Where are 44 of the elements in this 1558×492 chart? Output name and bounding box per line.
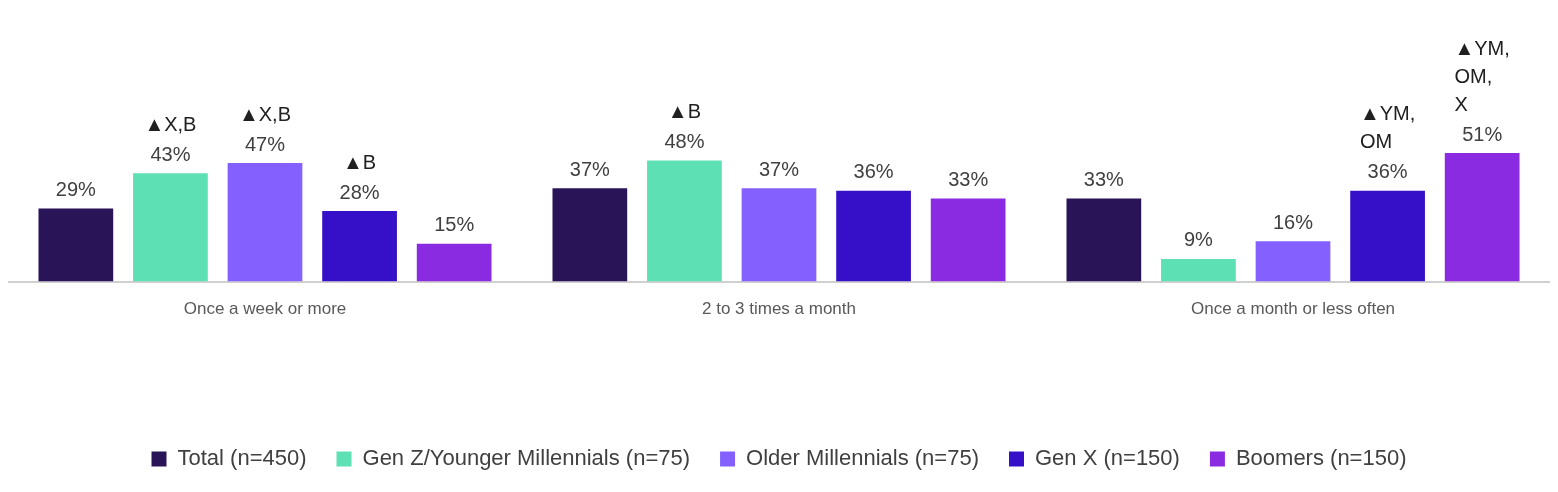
bar [741,188,817,282]
bar [322,211,397,282]
bar [38,208,114,282]
bar [1444,153,1520,282]
data-label: 36% [1367,160,1408,183]
bar [647,160,722,282]
legend-label: Older Millennials (n=75) [746,445,979,471]
bar [416,243,492,282]
bar [1161,258,1236,282]
text: ▲X,B [238,102,292,125]
text: ▲X,B [144,112,197,135]
data-label: 48% [664,130,705,153]
data-label: 37% [758,157,800,180]
data-label: 43% [150,142,191,165]
bar [133,173,208,282]
data-label: 29% [55,177,97,200]
text: ▲B [667,100,701,123]
bar [1066,198,1142,282]
data-label: 33% [948,167,989,190]
legend-label: Boomers (n=150) [1235,445,1407,471]
data-label: 51% [1462,122,1503,145]
bar [1350,190,1425,282]
bar [552,188,628,282]
bar [836,190,911,282]
text: ▲YM, OM [1359,102,1416,153]
text: ▲YM, OM, X [1454,36,1510,115]
legend-label: Gen Z/Younger Millennials (n=75) [362,445,691,471]
x-tick-label: Once a week or more [183,299,347,319]
data-label: 33% [1083,167,1125,190]
bar [1255,241,1331,282]
bar [227,163,303,282]
bar [930,198,1006,282]
legend-label: Gen X (n=150) [1034,445,1180,471]
data-label: 37% [569,157,611,180]
x-tick-label: 2 to 3 times a month [701,299,857,319]
data-label: 36% [853,160,894,183]
legend-label: Total (n=450) [177,445,307,471]
data-label: 16% [1272,210,1314,233]
annotation: ▲B [343,150,377,173]
x-tick-label: Once a month or less often [1190,299,1396,319]
data-label: 47% [244,132,286,155]
data-label: 15% [434,213,475,236]
data-label: 9% [1183,228,1214,251]
data-label: 28% [339,180,380,203]
